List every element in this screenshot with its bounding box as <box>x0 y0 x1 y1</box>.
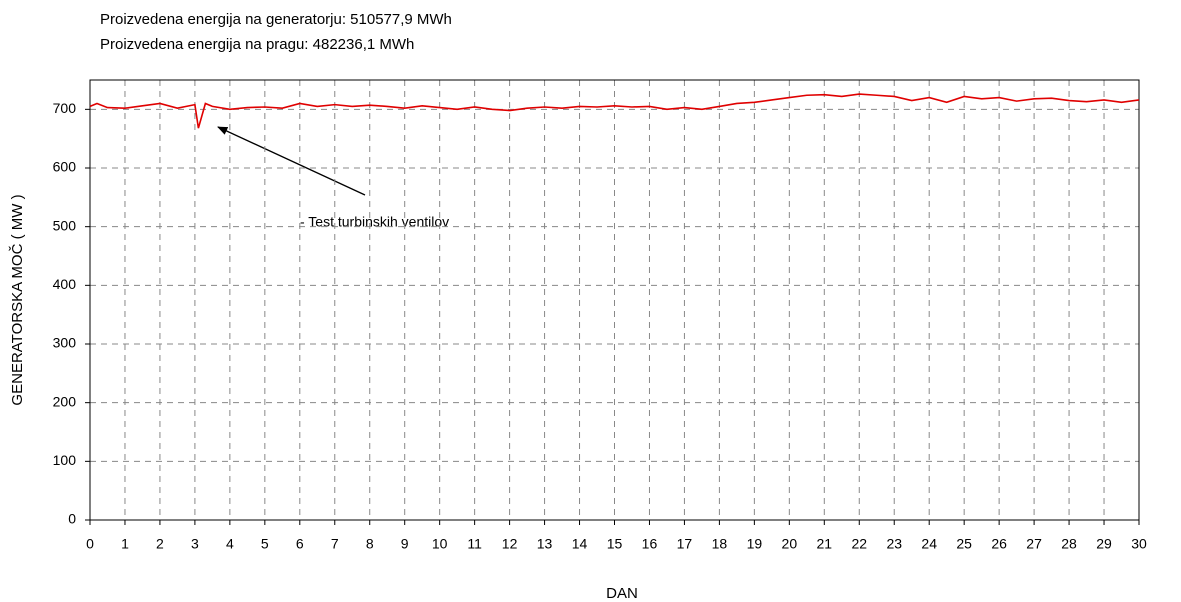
chart-subtitle: Proizvedena energija na pragu: 482236,1 … <box>100 36 414 53</box>
y-tick-label: 400 <box>53 276 77 292</box>
plot-frame <box>89 79 1140 521</box>
x-tick-label: 5 <box>261 536 269 552</box>
annotation-arrow <box>217 126 366 196</box>
y-tick-label: 500 <box>53 217 77 233</box>
x-tick-label: 12 <box>502 536 518 552</box>
y-tick-label: 300 <box>53 335 77 351</box>
x-tick-label: 1 <box>121 536 129 552</box>
x-axis-label: DAN <box>606 585 638 602</box>
x-tick-label: 13 <box>537 536 553 552</box>
y-tick-label: 700 <box>53 100 77 116</box>
x-tick-label: 8 <box>366 536 374 552</box>
x-tick-label: 7 <box>331 536 339 552</box>
x-tick-label: 3 <box>191 536 199 552</box>
x-tick-label: 18 <box>712 536 728 552</box>
x-tick-label: 2 <box>156 536 164 552</box>
x-tick-label: 4 <box>226 536 234 552</box>
y-tick-label: 200 <box>53 393 77 409</box>
x-tick-label: 24 <box>921 536 937 552</box>
x-tick-label: 25 <box>956 536 972 552</box>
x-tick-label: 11 <box>467 536 482 552</box>
x-tick-label: 27 <box>1026 536 1042 552</box>
x-tick-label: 15 <box>607 536 623 552</box>
annotation: - Test turbinskih ventilov <box>300 214 449 230</box>
x-tick-label: 21 <box>817 536 833 552</box>
x-tick-label: 28 <box>1061 536 1077 552</box>
y-tick-label: 600 <box>53 159 77 175</box>
x-tick-label: 17 <box>677 536 693 552</box>
x-tick-label: 20 <box>782 536 798 552</box>
x-tick-label: 0 <box>86 536 94 552</box>
series-line <box>89 93 1140 129</box>
x-tick-label: 30 <box>1131 536 1147 552</box>
y-axis-label: GENERATORSKA MOČ ( MW ) <box>9 194 26 405</box>
x-tick-label: 10 <box>432 536 448 552</box>
x-tick-label: 22 <box>851 536 867 552</box>
chart-title: Proizvedena energija na generatorju: 510… <box>100 11 452 28</box>
x-tick-label: 16 <box>642 536 658 552</box>
x-tick-label: 29 <box>1096 536 1112 552</box>
x-tick-label: 14 <box>572 536 588 552</box>
x-tick-label: 6 <box>296 536 304 552</box>
x-tick-label: 19 <box>747 536 763 552</box>
x-tick-label: 9 <box>401 536 409 552</box>
y-tick-label: 100 <box>53 452 77 468</box>
x-tick-label: 23 <box>886 536 902 552</box>
y-tick-label: 0 <box>68 511 76 527</box>
x-tick-label: 26 <box>991 536 1007 552</box>
